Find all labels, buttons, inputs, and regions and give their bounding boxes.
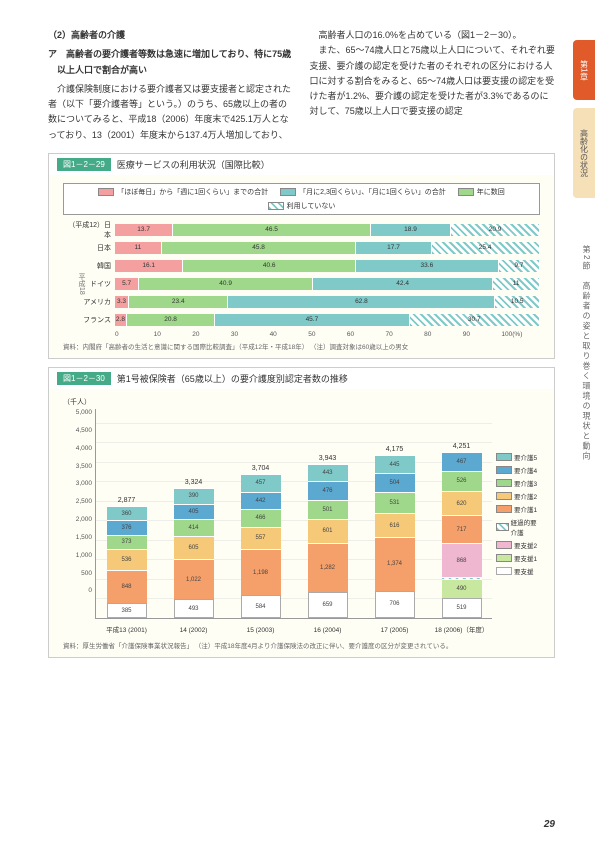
figure-1-2-30: 図1－2－30 第1号被保険者（65歳以上）の要介護度別認定者数の推移 （千人）…: [48, 367, 555, 658]
era-label: 平成18: [76, 273, 86, 295]
page-number: 29: [544, 819, 555, 830]
figure-number: 図1－2－30: [57, 372, 111, 385]
figure-note: 資料：厚生労働省「介護保険事業状況報告」 （注）平成18年度4月より介護保険法の…: [63, 642, 540, 651]
bars-area: 3858485363733763602,877平成13 (2001)4931,0…: [95, 409, 492, 619]
paragraph: また、65～74歳人口と75歳以上人口について、それぞれ要支援、要介護の認定を受…: [310, 43, 556, 119]
paragraph: 介護保険制度における要介護者又は要支援者と認定された者（以下「要介護者等」という…: [48, 82, 294, 143]
figure-1-2-29: 図1－2－29 医療サービスの利用状況（国際比較） 「ほぼ毎日」から「週に1回く…: [48, 153, 555, 359]
figure-number: 図1－2－29: [57, 158, 111, 171]
chart-legend: 「ほぼ毎日」から「週に1回くらい」までの合計「月に2,3回くらい」、「月に1回く…: [63, 183, 540, 215]
y-axis: 05001,0001,5002,0002,5003,0003,5004,0004…: [63, 409, 95, 619]
body-text: （2）高齢者の介護 ア 高齢者の要介護者等数は急速に増加しており、特に75歳以上…: [48, 28, 555, 143]
horizontal-bar-chart: 平成18 （平成12）日本13.746.518.920.9日本1145.817.…: [63, 221, 540, 331]
chart-legend: 要介護5要介護4要介護3要介護2要介護1経過的要介護要支援2要支援1要支援: [492, 409, 540, 619]
paragraph: 高齢者人口の16.0%を占めている（図1－2－30）。: [310, 28, 556, 43]
heading-3: ア 高齢者の要介護者等数は急速に増加しており、特に75歳以上人口で割合が高い: [48, 47, 294, 78]
stacked-bar-chart: 05001,0001,5002,0002,5003,0003,5004,0004…: [63, 409, 540, 619]
x-axis: 0102030405060708090100(%): [115, 331, 540, 338]
heading-2: （2）高齢者の介護: [48, 28, 294, 43]
figure-note: 資料：内閣府「高齢者の生活と意識に関する国際比較調査」（平成12年・平成18年）…: [63, 343, 540, 352]
y-axis-unit: （千人）: [63, 397, 540, 407]
figure-title: 医療サービスの利用状況（国際比較）: [117, 158, 270, 171]
figure-title: 第1号被保険者（65歳以上）の要介護度別認定者数の推移: [117, 372, 348, 385]
